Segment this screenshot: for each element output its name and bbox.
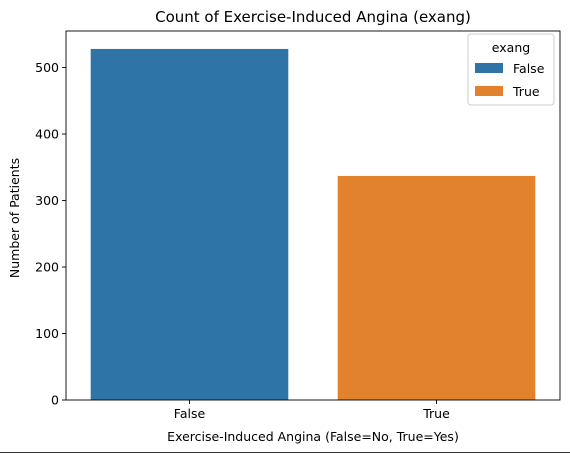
y-tick-label: 500 <box>35 60 59 75</box>
y-tick-label: 200 <box>35 260 59 275</box>
x-axis-label: Exercise-Induced Angina (False=No, True=… <box>167 429 459 444</box>
bottom-rule <box>0 452 570 453</box>
y-axis-label: Number of Patients <box>7 158 22 278</box>
plot-area: 0 100 200 300 400 500 False True <box>35 30 561 421</box>
legend-swatch-false <box>475 63 503 73</box>
legend-title: exang <box>492 40 530 55</box>
legend-swatch-true <box>475 86 503 96</box>
y-tick-label: 400 <box>35 127 59 142</box>
bar-false <box>90 48 289 400</box>
y-tick-label: 300 <box>35 193 59 208</box>
legend-label-true: True <box>512 84 540 99</box>
x-axis: False True <box>174 400 450 421</box>
plot-frame <box>65 30 561 401</box>
bars-group <box>90 48 536 400</box>
chart-title: Count of Exercise-Induced Angina (exang) <box>155 8 471 26</box>
bar-true <box>337 175 536 400</box>
legend-label-false: False <box>513 61 545 76</box>
y-tick-label: 0 <box>51 393 59 408</box>
y-tick-label: 100 <box>35 326 59 341</box>
x-tick-label-true: True <box>422 406 450 421</box>
y-axis: 0 100 200 300 400 500 <box>35 60 66 408</box>
x-tick-label-false: False <box>174 406 206 421</box>
legend: exang False True <box>467 33 555 106</box>
